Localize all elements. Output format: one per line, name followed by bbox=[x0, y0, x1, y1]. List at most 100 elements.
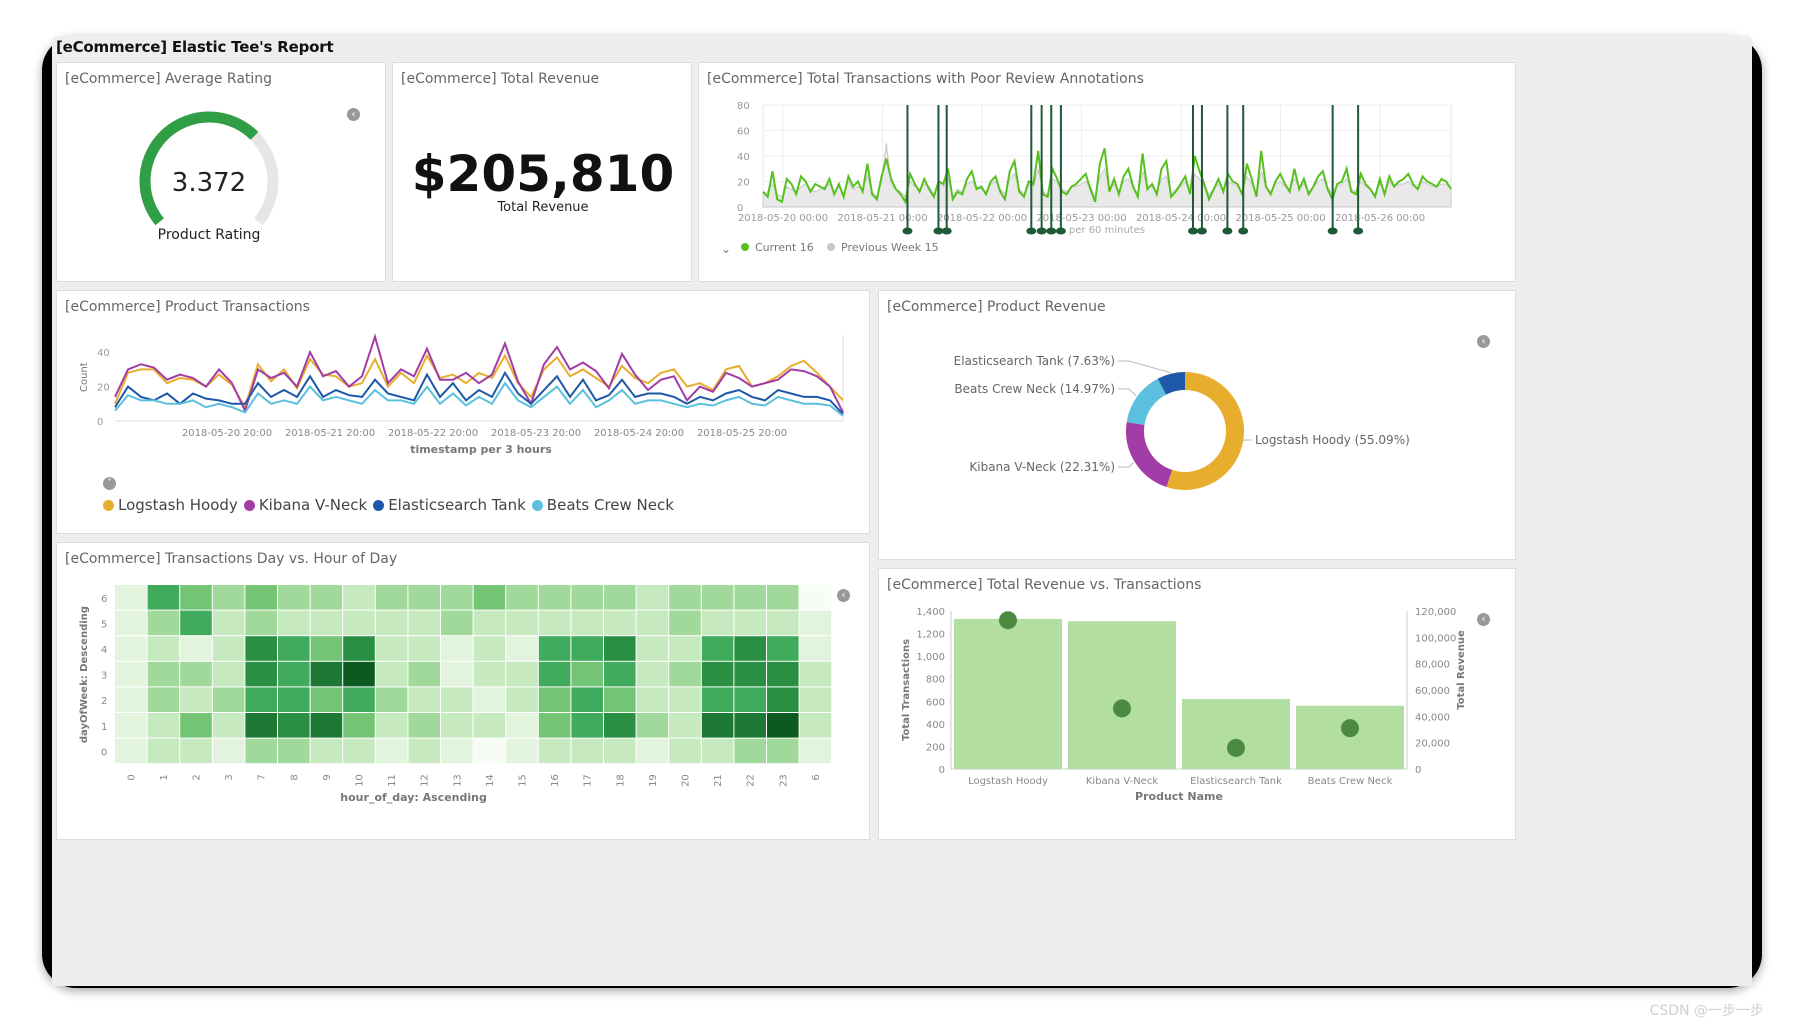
heatmap-cell bbox=[343, 636, 375, 661]
heatmap-cell bbox=[473, 687, 506, 712]
series-logstash bbox=[114, 353, 844, 410]
panel-title: [eCommerce] Product Transactions bbox=[65, 299, 310, 315]
heatmap-cell bbox=[180, 713, 212, 738]
y-tick-label: 60 bbox=[737, 127, 750, 138]
x-tick-label: 2018-05-22 20:00 bbox=[388, 428, 478, 439]
x-tick-label: 23 bbox=[778, 774, 789, 787]
y-tick-label: 20 bbox=[97, 383, 110, 394]
heatmap-cell bbox=[147, 738, 180, 764]
y-tick-label: 40 bbox=[97, 348, 110, 359]
legend-label: Elasticsearch Tank bbox=[388, 496, 526, 514]
x-tick-label: Elasticsearch Tank bbox=[1190, 776, 1282, 787]
heatmap-cell bbox=[408, 610, 440, 636]
heatmap-cell bbox=[310, 687, 343, 712]
heatmap-cell bbox=[115, 661, 147, 687]
panel-title: [eCommerce] Total Revenue vs. Transactio… bbox=[887, 577, 1202, 593]
heatmap-cell bbox=[669, 610, 701, 636]
heatmap-cell bbox=[147, 636, 180, 661]
heatmap-cell bbox=[701, 585, 734, 610]
heatmap-cell bbox=[571, 636, 603, 661]
heatmap-cell bbox=[180, 636, 212, 661]
legend-toggle-icon[interactable]: ‹ bbox=[837, 589, 850, 602]
heatmap-cell bbox=[636, 610, 669, 636]
dot-total-revenue bbox=[1227, 738, 1245, 757]
slice-leader-line bbox=[1240, 439, 1252, 442]
annotation-marker bbox=[902, 227, 913, 235]
y-tick-label: 40 bbox=[737, 152, 750, 163]
y-tick-label: 2 bbox=[101, 696, 107, 707]
heatmap-cell bbox=[245, 585, 277, 610]
heatmap-cell bbox=[636, 687, 669, 712]
x-tick-label: 11 bbox=[387, 774, 398, 787]
y2-tick-label: 20,000 bbox=[1415, 739, 1450, 750]
heatmap-cell bbox=[799, 713, 832, 738]
heatmap-cell bbox=[767, 738, 799, 764]
x-tick-label: 20 bbox=[681, 774, 692, 787]
heatmap-cell bbox=[115, 738, 147, 764]
x-tick-label: 2018-05-23 00:00 bbox=[1036, 213, 1126, 224]
gauge-caption: Product Rating bbox=[158, 227, 261, 243]
heatmap-cell bbox=[767, 636, 799, 661]
slice-label: Kibana V-Neck (22.31%) bbox=[969, 460, 1115, 474]
bar-total-transactions bbox=[1296, 705, 1404, 769]
heatmap-cell bbox=[278, 661, 310, 687]
product-transactions-legend: Logstash Hoody Kibana V-Neck Elasticsearch… bbox=[103, 496, 680, 514]
heatmap-cell bbox=[636, 585, 669, 610]
heatmap-cell bbox=[212, 687, 245, 712]
donut-slice-beats bbox=[1126, 378, 1167, 426]
x-tick-label: 18 bbox=[615, 774, 626, 787]
heatmap-cell bbox=[799, 661, 832, 687]
heatmap-cell bbox=[506, 636, 538, 661]
heatmap-cell bbox=[669, 636, 701, 661]
heatmap-cell bbox=[278, 687, 310, 712]
heatmap-cell bbox=[147, 585, 180, 610]
y-tick-label: 3 bbox=[101, 671, 107, 682]
donut-slice-logstash bbox=[1166, 372, 1244, 490]
y2-axis-label: Total Revenue bbox=[1456, 630, 1467, 710]
heatmap-cell bbox=[734, 636, 766, 661]
legend-item-beats[interactable]: Beats Crew Neck bbox=[531, 496, 674, 514]
slice-leader-line bbox=[1118, 462, 1135, 468]
y-axis-label: dayOfWeek: Descending bbox=[79, 606, 90, 743]
heatmap-cell bbox=[115, 687, 147, 712]
heatmap-cell bbox=[506, 585, 538, 610]
bar-total-transactions bbox=[1182, 699, 1290, 769]
y-tick-label: 6 bbox=[101, 594, 107, 605]
legend-toggle-icon[interactable]: ‹ bbox=[1477, 335, 1490, 348]
x-tick-label: 12 bbox=[420, 774, 431, 787]
heatmap-cell bbox=[636, 713, 669, 738]
product-revenue-donut: Logstash Hoody (55.09%) Kibana V-Neck (22… bbox=[954, 354, 1410, 490]
legend-label: Logstash Hoody bbox=[118, 496, 238, 514]
heatmap-cell bbox=[180, 661, 212, 687]
heatmap-cell bbox=[538, 585, 571, 610]
heatmap-cell bbox=[799, 636, 832, 661]
heatmap-cell bbox=[538, 610, 571, 636]
heatmap-cell bbox=[408, 661, 440, 687]
heatmap-cell bbox=[441, 585, 473, 610]
legend-previous-label: Previous Week 15 bbox=[841, 241, 939, 254]
legend-item-logstash[interactable]: Logstash Hoody bbox=[103, 496, 238, 514]
heatmap-cell bbox=[278, 738, 310, 764]
heatmap-cell bbox=[701, 687, 734, 712]
heatmap-cell bbox=[245, 636, 277, 661]
heatmap-cell bbox=[115, 636, 147, 661]
legend-toggle-icon[interactable]: ‹ bbox=[347, 108, 360, 121]
poor-review-panel: [eCommerce] Total Transactions with Poor… bbox=[698, 62, 1516, 282]
legend-collapse-icon[interactable]: ˅ bbox=[103, 477, 116, 490]
legend-item-elasticsearch[interactable]: Elasticsearch Tank bbox=[373, 496, 526, 514]
heatmap-cell bbox=[115, 713, 147, 738]
heatmap-cell bbox=[212, 713, 245, 738]
x-tick-label: 19 bbox=[648, 774, 659, 787]
heatmap-cell bbox=[115, 610, 147, 636]
heatmap-cell bbox=[506, 610, 538, 636]
x-tick-label: Logstash Hoody bbox=[968, 776, 1048, 787]
slice-leader-line bbox=[1118, 388, 1137, 397]
heatmap-cell bbox=[473, 636, 506, 661]
heatmap-cell bbox=[767, 610, 799, 636]
heatmap-cell bbox=[473, 713, 506, 738]
legend-toggle-icon[interactable]: ‹ bbox=[1477, 613, 1490, 626]
legend-item-kibana[interactable]: Kibana V-Neck bbox=[243, 496, 367, 514]
heatmap-cell bbox=[310, 738, 343, 764]
series-elasticsearch bbox=[114, 370, 844, 415]
